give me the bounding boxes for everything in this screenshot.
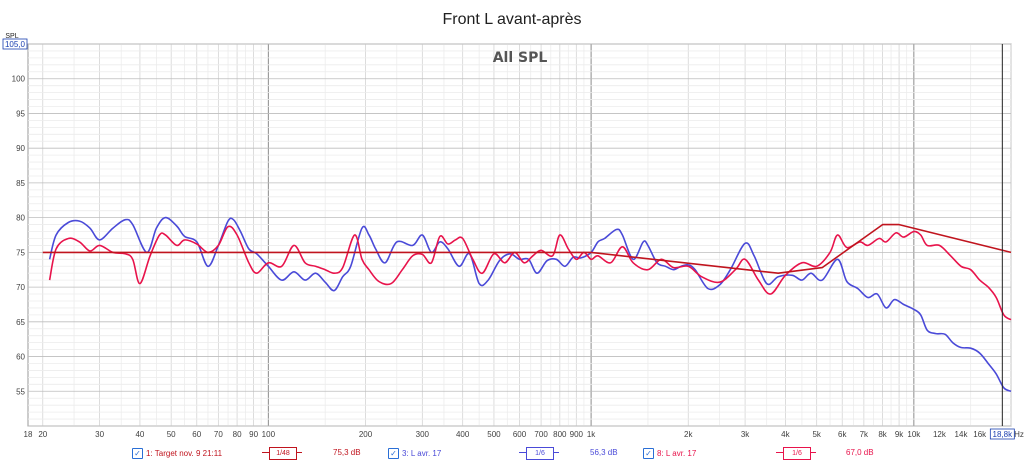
x-tick-label: 90 — [249, 430, 258, 439]
series-l3 — [48, 216, 1012, 393]
checkbox-l8[interactable]: ✓ — [643, 447, 654, 459]
x-tick-label: 800 — [553, 430, 567, 439]
legend-label-l8: 8: L avr. 17 — [657, 448, 697, 458]
chart-title: Front L avant-après — [442, 11, 581, 28]
x-tick-label: 18 — [24, 430, 33, 439]
legend-label-l3: 3: L avr. 17 — [402, 448, 442, 458]
series-group — [42, 216, 1012, 393]
x-tick-label: 600 — [513, 430, 527, 439]
legend-value-target: 75,3 dB — [333, 448, 361, 457]
x-cursor-value[interactable]: 18,8k — [993, 430, 1014, 439]
x-axis-unit: Hz — [1014, 430, 1024, 439]
checkbox-target[interactable]: ✓ — [132, 447, 143, 459]
x-tick-label: 20 — [38, 430, 47, 439]
x-tick-label: 7k — [860, 430, 869, 439]
x-tick-label: 5k — [812, 430, 821, 439]
x-tick-label: 14k — [955, 430, 969, 439]
x-tick-label: 900 — [570, 430, 584, 439]
x-tick-label: 700 — [534, 430, 548, 439]
x-tick-label: 4k — [781, 430, 790, 439]
x-tick-label: 200 — [359, 430, 373, 439]
x-tick-label: 100 — [262, 430, 276, 439]
grid — [27, 43, 1012, 427]
x-tick-label: 400 — [456, 430, 470, 439]
y-axis-label: SPL — [5, 33, 18, 40]
y-tick-label: 70 — [16, 283, 25, 292]
y-tick-label: 100 — [12, 75, 26, 84]
x-tick-label: 30 — [95, 430, 104, 439]
spl-chart[interactable]: Front L avant-après All SPL 55 60 65 70 75 80… — [0, 0, 1024, 446]
y-tick-label: 95 — [16, 109, 25, 118]
y-tick-label: 85 — [16, 179, 25, 188]
x-tick-label: 2k — [684, 430, 693, 439]
smoothing-box-l3[interactable]: 1/6 — [526, 447, 554, 460]
x-tick-label: 60 — [192, 430, 201, 439]
legend-value-l3: 56,3 dB — [590, 448, 618, 457]
chart-subtitle: All SPL — [493, 50, 548, 66]
x-tick-label: 70 — [214, 430, 223, 439]
x-tick-label: 40 — [135, 430, 144, 439]
x-tick-label: 50 — [167, 430, 176, 439]
x-tick-label: 16k — [973, 430, 987, 439]
x-tick-label: 9k — [895, 430, 904, 439]
smoothing-box-target[interactable]: 1/48 — [269, 447, 297, 460]
y-tick-label: 65 — [16, 318, 25, 327]
legend-bar: ✓ 1: Target nov. 9 21:11 1/48 75,3 dB ✓ … — [0, 446, 1024, 462]
x-tick-label: 80 — [233, 430, 242, 439]
legend-item-target[interactable]: ✓ 1: Target nov. 9 21:11 — [132, 446, 222, 460]
y-tick-label: 55 — [16, 387, 25, 396]
x-tick-label: 500 — [487, 430, 501, 439]
legend-value-l8: 67,0 dB — [846, 448, 874, 457]
x-tick-label: 8k — [878, 430, 887, 439]
x-tick-label: 1k — [587, 430, 596, 439]
x-tick-label: 3k — [741, 430, 750, 439]
x-tick-label: 12k — [933, 430, 947, 439]
checkbox-l3[interactable]: ✓ — [388, 447, 399, 459]
smoothing-box-l8[interactable]: 1/6 — [783, 447, 811, 460]
legend-item-l8[interactable]: ✓ 8: L avr. 17 — [643, 446, 696, 460]
legend-item-l3[interactable]: ✓ 3: L avr. 17 — [388, 446, 441, 460]
y-tick-label: 80 — [16, 214, 25, 223]
y-max-value[interactable]: 105,0 — [5, 40, 26, 49]
y-max-box[interactable] — [2, 38, 28, 50]
y-tick-label: 75 — [16, 248, 25, 257]
y-tick-label: 90 — [16, 144, 25, 153]
x-tick-label: 10k — [907, 430, 921, 439]
y-tick-label: 60 — [16, 353, 25, 362]
x-tick-label: 300 — [416, 430, 430, 439]
legend-label-target: 1: Target nov. 9 21:11 — [146, 448, 223, 458]
series-target — [42, 223, 1012, 274]
x-cursor-box[interactable] — [989, 428, 1015, 440]
x-tick-label: 6k — [838, 430, 847, 439]
